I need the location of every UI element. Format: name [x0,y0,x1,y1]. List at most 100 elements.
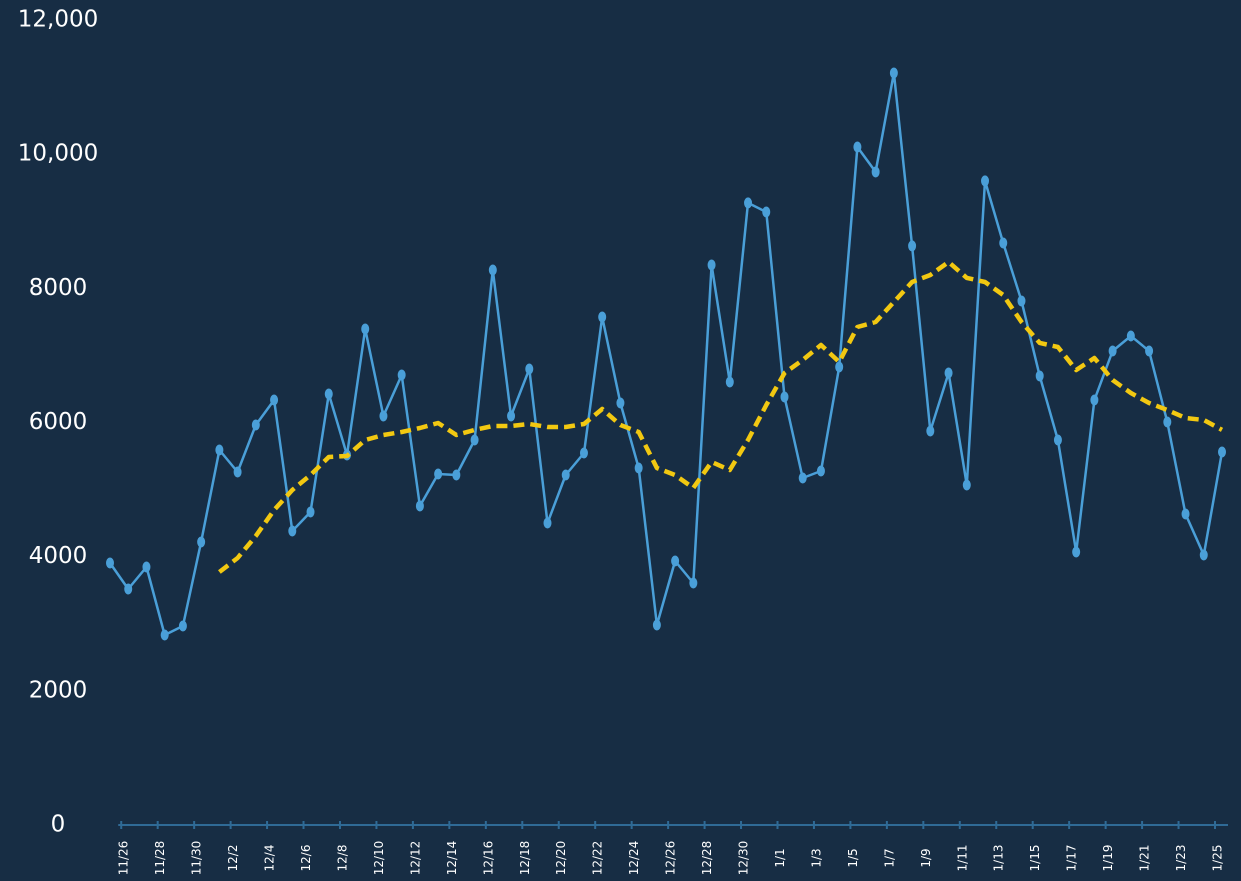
x-tick-label: 1/23 [1174,845,1188,872]
point [616,397,625,409]
point [251,419,260,431]
point [324,388,333,400]
x-tick-label: 11/26 [117,841,131,876]
point [1218,446,1226,458]
point [744,197,753,209]
x-tick-label: 12/24 [627,841,641,876]
point [452,469,461,481]
point [725,376,734,388]
point [434,468,443,480]
y-tick-label: 12,000 [18,7,98,33]
x-tick-label: 12/18 [518,841,532,876]
point [962,479,971,491]
point [1035,370,1044,382]
point [1072,546,1081,558]
x-tick-label: 11/30 [190,841,204,876]
point [507,410,516,422]
series-line [108,71,1224,637]
point [707,259,716,271]
x-tick-label: 1/21 [1138,845,1152,872]
point [178,620,187,632]
y-tick-label: 6000 [29,409,88,435]
x-tick-label: 1/13 [992,845,1006,872]
point [470,434,479,446]
point [1145,345,1154,357]
point [106,557,114,569]
x-tick-label: 12/26 [664,841,678,876]
point [1163,416,1172,428]
point [1126,330,1135,342]
x-tick-label: 1/11 [955,845,969,872]
point [780,391,789,403]
x-tick-label: 12/2 [226,845,240,872]
x-tick-label: 1/7 [882,848,896,867]
x-tick-label: 1/25 [1211,845,1225,872]
point [908,240,917,252]
point [816,465,825,477]
point [488,264,497,276]
x-tick-label: 12/6 [299,845,313,872]
point [871,166,880,178]
point [124,583,133,595]
point [160,629,169,641]
series-line [218,259,1224,574]
point [598,311,607,323]
point [379,410,388,422]
point [288,525,297,537]
x-tick-label: 12/10 [372,841,386,876]
x-tick-label: 1/9 [919,848,933,867]
x-tick-label: 1/3 [809,848,823,867]
point [1199,549,1208,561]
point [999,237,1008,249]
point [944,367,953,379]
point [1108,345,1117,357]
point [634,462,643,474]
point [652,619,661,631]
x-tick-label: 1/15 [1028,845,1042,872]
y-tick-label: 0 [51,812,66,838]
point [543,517,552,529]
point [981,175,990,187]
x-tick-label: 1/5 [846,848,860,867]
point [361,323,370,335]
point [561,469,570,481]
x-tick-label: 12/30 [737,841,751,876]
x-tick-label: 12/16 [481,841,495,876]
x-tick-label: 12/8 [335,845,349,872]
x-tick-label: 1/17 [1065,845,1079,872]
point [306,506,315,518]
point [197,536,206,548]
x-tick-label: 12/28 [700,841,714,876]
x-tick-label: 11/28 [153,841,167,876]
point [579,447,588,459]
point [671,555,680,567]
x-tick-label: 12/14 [445,841,459,876]
point [1053,434,1062,446]
point [1017,295,1026,307]
point [798,472,807,484]
point [762,206,771,218]
point [689,577,698,589]
point [525,363,534,375]
point [215,444,224,456]
point [415,500,424,512]
y-tick-label: 4000 [29,543,88,569]
point [142,561,151,573]
x-tick-label: 12/22 [591,841,605,876]
point [853,141,862,153]
point [835,361,844,373]
point [889,67,898,79]
point [233,466,242,478]
y-tick-label: 10,000 [18,141,98,167]
x-tick-label: 1/1 [773,848,787,867]
y-tick-label: 8000 [29,275,88,301]
point [397,369,406,381]
point [270,394,279,406]
point [1090,394,1099,406]
x-tick-label: 12/12 [408,841,422,876]
x-tick-label: 12/20 [554,841,568,876]
point [1181,508,1190,520]
y-tick-label: 2000 [29,677,88,703]
